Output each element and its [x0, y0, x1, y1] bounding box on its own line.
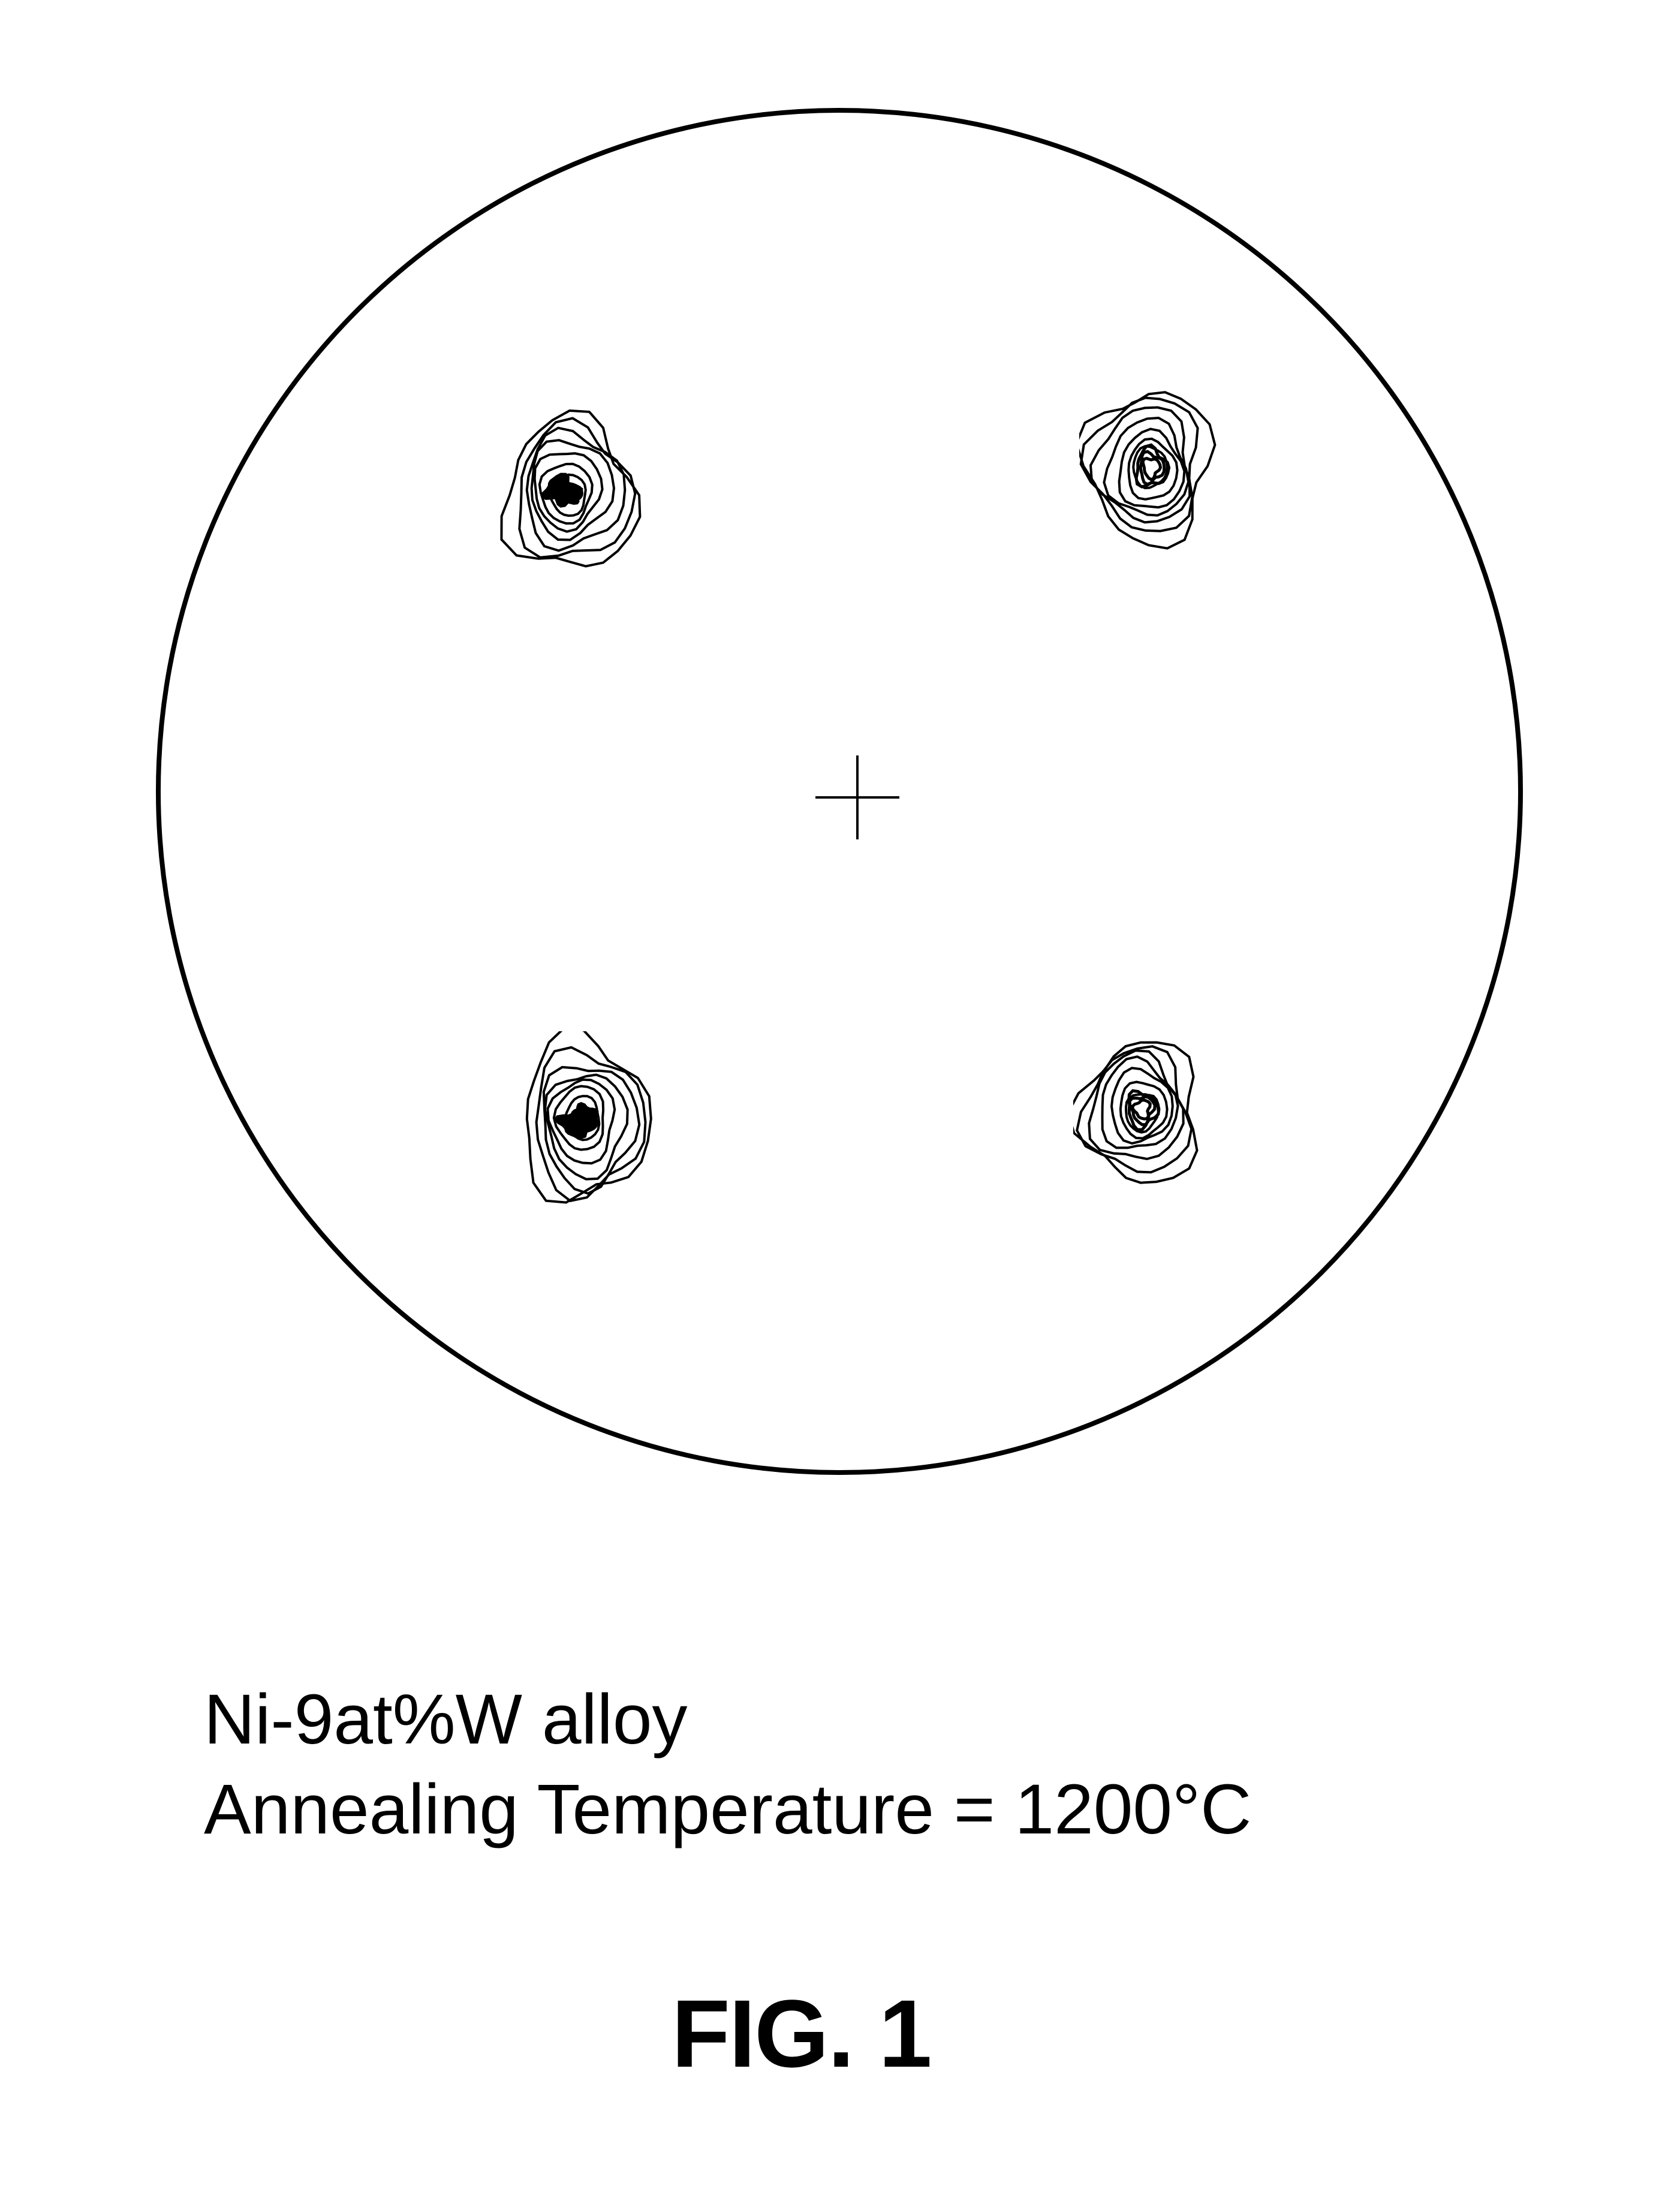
- figure-container: Ni-9at%W alloy Annealing Temperature = 1…: [0, 0, 1680, 2186]
- contour-peak-top-left: [498, 408, 642, 576]
- contour-peak-top-right: [1079, 384, 1217, 552]
- center-cross-marker: [797, 737, 917, 857]
- contour-peak-bottom-left: [516, 1031, 654, 1211]
- caption-line-1: Ni-9at%W alloy: [204, 1679, 688, 1760]
- figure-number-label: FIG. 1: [672, 1979, 931, 2089]
- caption-line-2: Annealing Temperature = 1200°C: [204, 1769, 1251, 1850]
- contour-peak-bottom-right: [1073, 1031, 1205, 1187]
